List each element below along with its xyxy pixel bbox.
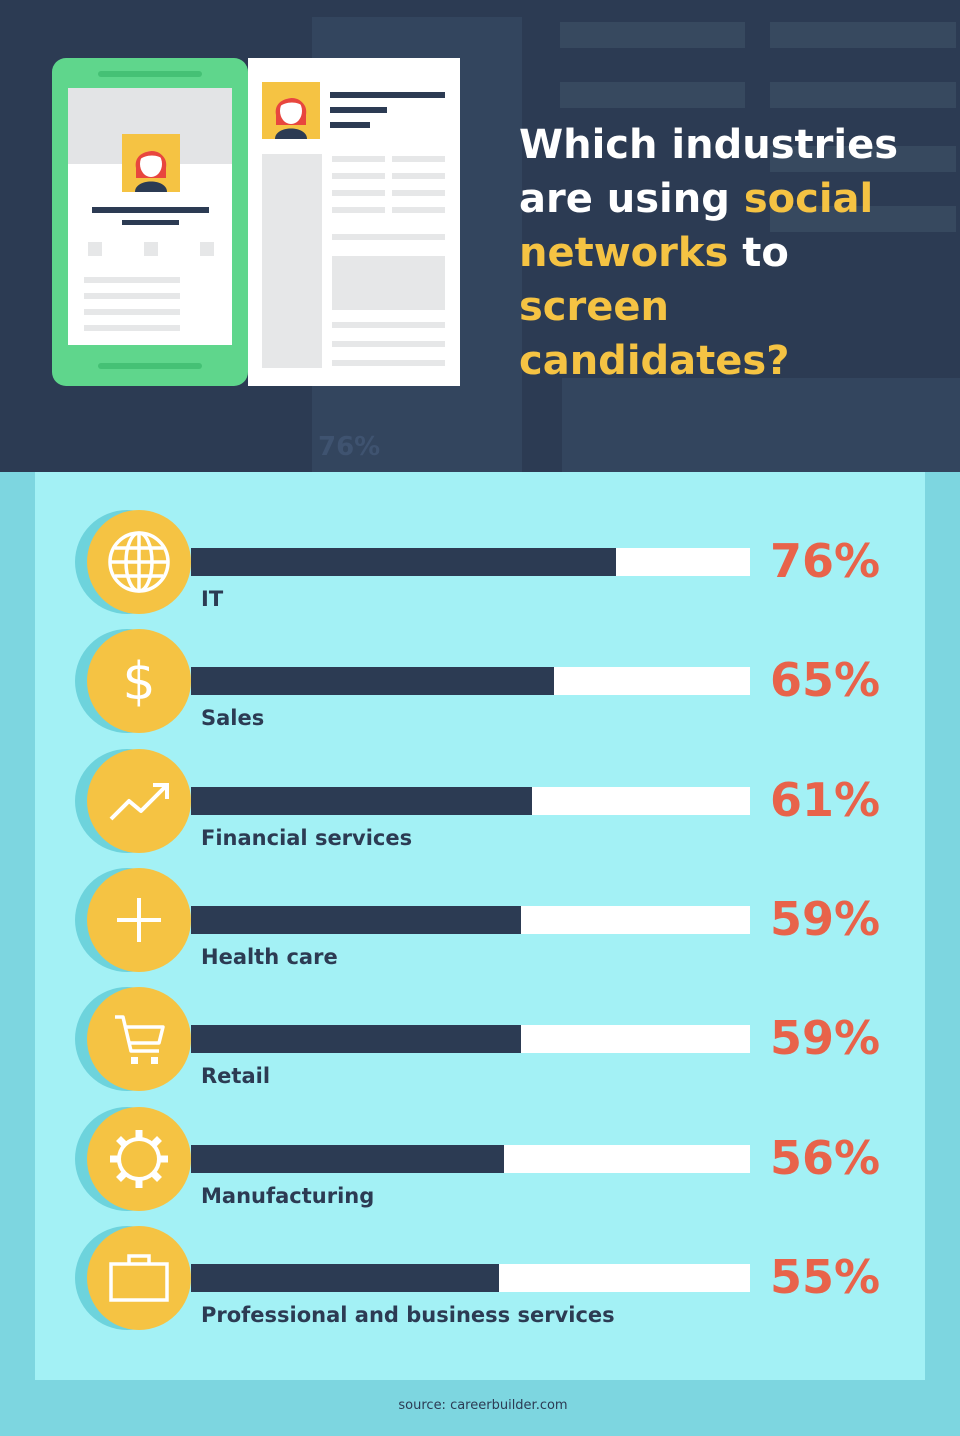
svg-text:$: $ <box>122 652 155 712</box>
resume-name-line <box>330 92 445 98</box>
text-line <box>84 277 180 283</box>
value-label: 59% <box>770 1011 881 1066</box>
category-label: IT <box>201 587 224 611</box>
bar <box>191 1263 499 1292</box>
trend-up-icon <box>87 748 191 853</box>
value-label: 61% <box>770 772 881 827</box>
avatar <box>122 134 180 192</box>
value-label: 56% <box>770 1130 881 1185</box>
text-line <box>392 207 445 213</box>
title-text: Which industries are using <box>519 122 899 222</box>
resume-image-block <box>332 256 445 310</box>
category-label: Sales <box>201 706 265 731</box>
bar <box>191 1025 521 1054</box>
profile-name-line <box>92 207 209 213</box>
title-highlight: social networks <box>519 176 874 276</box>
resume-title-line <box>330 122 370 128</box>
text-line <box>332 207 385 213</box>
text-line <box>332 360 445 366</box>
bar-row: $ Sales 65% <box>35 629 925 739</box>
text-line <box>332 190 385 196</box>
phone-screen <box>68 88 232 345</box>
value-label: 65% <box>770 653 881 708</box>
header: 76% <box>0 0 960 472</box>
bar <box>191 667 555 696</box>
bar-track <box>191 786 750 815</box>
resume-illustration <box>248 58 460 386</box>
profile-stat <box>144 242 158 256</box>
bar-track <box>191 1144 750 1173</box>
bar <box>191 548 616 576</box>
cart-icon <box>87 987 191 1092</box>
background-stripe <box>770 82 956 108</box>
text-line <box>332 234 445 240</box>
text-line <box>332 341 445 347</box>
background-stripe <box>560 22 745 48</box>
text-line <box>392 173 445 179</box>
category-label: Financial services <box>201 825 413 850</box>
avatar <box>262 82 320 139</box>
text-line <box>392 190 445 196</box>
bar-row: Retail 59% <box>35 987 925 1097</box>
resume-title-line <box>330 107 387 113</box>
gear-icon <box>87 1106 191 1211</box>
background-stripe <box>770 22 956 48</box>
bar-row: IT 76% <box>35 510 925 620</box>
text-line <box>84 325 180 331</box>
category-label: Retail <box>201 1064 271 1089</box>
value-label: 59% <box>770 891 881 946</box>
chart-title: Which industries are using social networ… <box>519 118 949 388</box>
background-stripe <box>770 206 956 232</box>
bar-row: Professional and business services 55% <box>35 1225 925 1336</box>
resume-sidebar <box>262 154 322 368</box>
bar-track <box>191 1263 750 1292</box>
background-block <box>562 378 960 472</box>
profile-stat <box>200 242 214 256</box>
bar-track <box>191 548 750 576</box>
category-label: Manufacturing <box>201 1183 375 1208</box>
text-line <box>332 322 445 328</box>
text-line <box>392 156 445 162</box>
text-line <box>84 309 180 315</box>
bar-row: Financial services 61% <box>35 748 925 859</box>
bar-row: Health care 59% <box>35 867 925 978</box>
bar-track <box>191 905 750 934</box>
category-label: Professional and business services <box>201 1302 615 1327</box>
category-label: Health care <box>201 944 338 969</box>
title-highlight: screen candidates? <box>519 284 790 384</box>
ghost-value: 76% <box>318 432 381 462</box>
text-line <box>84 293 180 299</box>
bar-row: Manufacturing 56% <box>35 1106 925 1217</box>
background-stripe <box>560 82 745 108</box>
background-stripe <box>770 146 956 172</box>
phone-illustration <box>52 58 248 386</box>
text-line <box>332 173 385 179</box>
bar <box>191 786 532 815</box>
source-note: source: careerbuilder.com <box>398 1398 568 1413</box>
phone-speaker <box>98 71 202 77</box>
profile-subtitle-line <box>122 220 179 225</box>
phone-home-bar <box>98 363 202 369</box>
globe-icon <box>87 510 191 614</box>
value-label: 76% <box>770 534 881 588</box>
briefcase-icon <box>87 1225 191 1330</box>
plus-icon <box>87 867 191 972</box>
bar <box>191 1144 504 1173</box>
dollar-icon: $ <box>87 629 191 734</box>
chart-panel: IT 76% $ Sales 65% Financial services 61% Healt… <box>35 472 925 1380</box>
bar <box>191 905 521 934</box>
text-line <box>332 156 385 162</box>
value-label: 55% <box>770 1249 881 1304</box>
title-text: to <box>728 230 789 276</box>
bar-track <box>191 667 750 696</box>
bar-track <box>191 1025 750 1054</box>
profile-stat <box>88 242 102 256</box>
